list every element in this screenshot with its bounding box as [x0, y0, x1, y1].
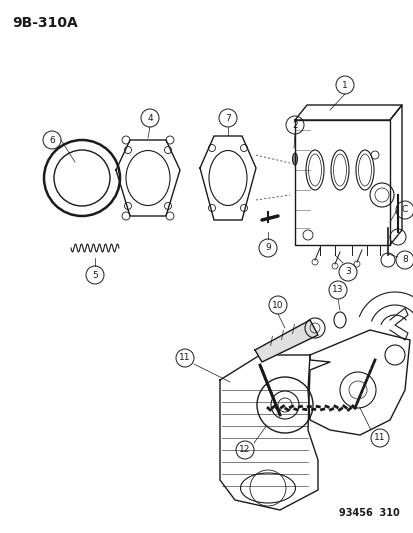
Text: C: C: [401, 206, 407, 214]
Text: 11: 11: [179, 353, 190, 362]
Text: 9: 9: [264, 244, 270, 253]
Text: 1: 1: [341, 80, 347, 90]
Text: 2: 2: [292, 120, 297, 130]
Text: 13: 13: [332, 286, 343, 295]
Text: 10: 10: [272, 301, 283, 310]
Text: 12: 12: [239, 446, 250, 455]
Polygon shape: [254, 320, 317, 362]
Text: 5: 5: [92, 271, 97, 279]
Text: 93456  310: 93456 310: [338, 508, 399, 518]
Text: 11: 11: [373, 433, 385, 442]
Text: 9B-310A: 9B-310A: [12, 16, 78, 30]
Text: 6: 6: [49, 135, 55, 144]
Text: 3: 3: [344, 268, 350, 277]
Text: 8: 8: [401, 255, 407, 264]
Text: 7: 7: [225, 114, 230, 123]
Ellipse shape: [292, 153, 297, 165]
Text: 4: 4: [147, 114, 152, 123]
